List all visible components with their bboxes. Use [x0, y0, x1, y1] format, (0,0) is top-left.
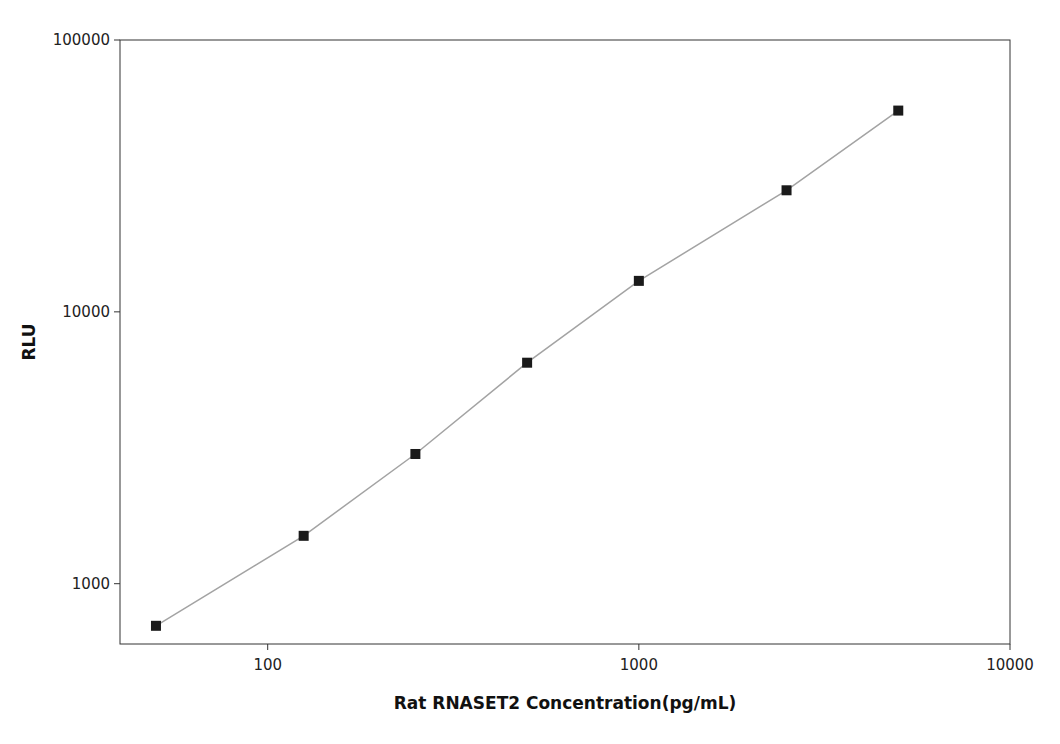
x-tick-label: 10000 — [986, 656, 1034, 674]
x-axis: 100 1000 10000 — [253, 644, 1033, 674]
x-tick — [267, 644, 268, 650]
y-tick — [114, 583, 120, 584]
plot-frame — [120, 40, 1010, 644]
data-point — [634, 276, 644, 286]
chart-container: 100 1000 10000 1000 10000 100000 Rat RNASET2 C… — [0, 0, 1060, 744]
x-tick — [638, 644, 639, 650]
y-tick-label: 10000 — [62, 303, 110, 321]
y-tick-label: 1000 — [72, 575, 110, 593]
data-point — [893, 106, 903, 116]
x-tick — [1010, 644, 1011, 650]
data-line — [156, 111, 898, 626]
data-point — [299, 531, 309, 541]
data-point — [782, 185, 792, 195]
x-tick-label: 100 — [253, 656, 282, 674]
y-axis: 1000 10000 100000 — [53, 31, 120, 593]
data-point — [151, 621, 161, 631]
data-layer — [151, 106, 903, 631]
x-tick-label: 1000 — [620, 656, 658, 674]
data-point — [410, 449, 420, 459]
y-axis-label: RLU — [19, 323, 39, 360]
data-point — [522, 358, 532, 368]
y-tick — [114, 311, 120, 312]
x-axis-label: Rat RNASET2 Concentration(pg/mL) — [394, 693, 737, 713]
y-tick-label: 100000 — [53, 31, 110, 49]
chart: 100 1000 10000 1000 10000 100000 Rat RNASET2 C… — [0, 0, 1060, 744]
y-tick — [114, 40, 120, 41]
